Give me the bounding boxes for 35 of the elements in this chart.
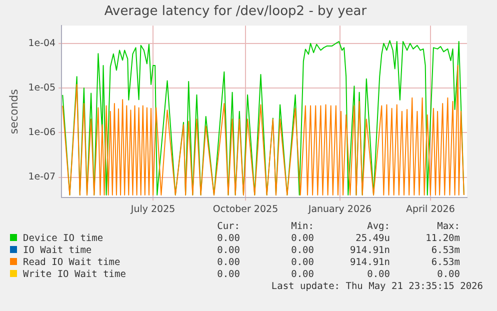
text: 0.00	[290, 269, 314, 281]
x-tick-label: October 2025	[212, 204, 278, 215]
x-tick-label: January 2026	[307, 204, 372, 215]
text: 0.00	[216, 245, 240, 257]
y-tick-label: 1e-04	[28, 38, 56, 49]
text: Avg:	[366, 221, 390, 233]
text: 25.49u	[354, 233, 390, 245]
text: Max:	[436, 221, 460, 233]
legend-label: Device IO time	[22, 233, 104, 245]
text: Cur:	[216, 221, 240, 233]
legend-label: Write IO Wait time	[22, 269, 127, 281]
text: 0.00	[436, 269, 460, 281]
text: 0.00	[216, 233, 240, 245]
text: 6.53m	[430, 257, 460, 269]
chart-title: Average latency for /dev/loop2 - by year	[104, 4, 368, 20]
text: Last update: Thu May 21 23:35:15 2026	[271, 281, 483, 292]
text: 0.00	[366, 269, 390, 281]
text: 6.53m	[430, 245, 460, 257]
x-tick-label: July 2025	[130, 204, 176, 215]
text: 0.00	[290, 257, 314, 269]
x-tick-label: April 2026	[406, 204, 455, 215]
text: 914.91n	[348, 245, 390, 257]
legend-label: IO Wait time	[22, 245, 93, 257]
y-tick-label: 1e-06	[28, 127, 56, 138]
text: 914.91n	[348, 257, 390, 269]
text: 0.00	[216, 269, 240, 281]
text: Min:	[290, 221, 314, 233]
y-tick-label: 1e-05	[28, 82, 56, 94]
y-tick-label: 1e-07	[28, 172, 56, 183]
legend-label: Read IO Wait time	[22, 257, 122, 269]
text: 0.00	[216, 257, 240, 269]
text: 11.20m	[424, 233, 460, 245]
y-axis-title: seconds	[7, 88, 20, 134]
text: 0.00	[290, 245, 314, 257]
text: 0.00	[290, 233, 314, 245]
